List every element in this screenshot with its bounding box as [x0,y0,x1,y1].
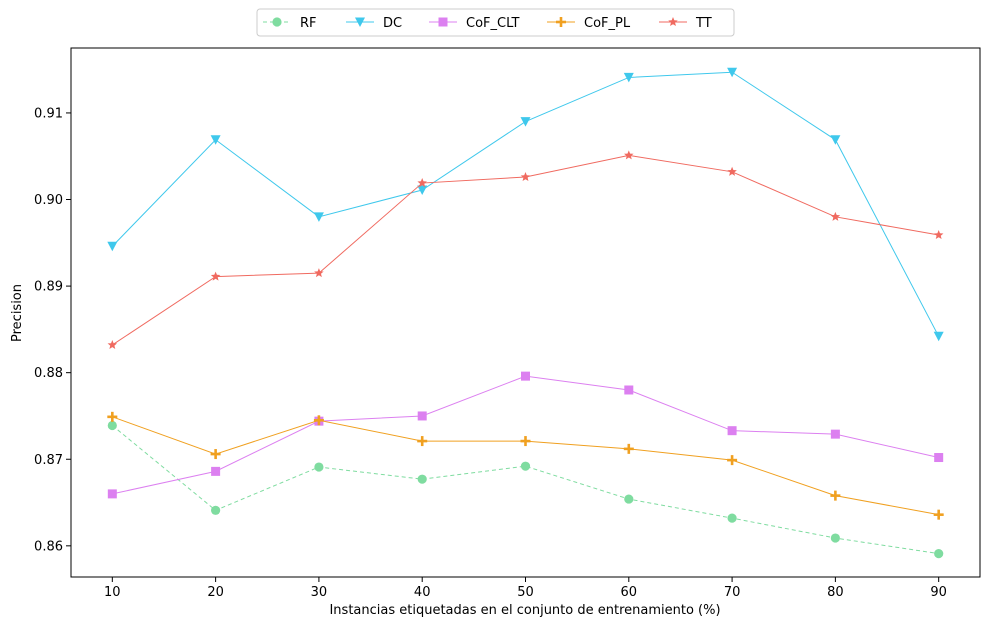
data-point-rf [107,420,117,431]
legend: RF DC CoF_CLT CoF_PL TT [256,8,735,37]
x-tick-label: 10 [104,585,121,600]
data-point-tt [417,178,427,188]
legend-item-cof-clt: CoF_CLT [429,16,520,31]
series-cof-clt [107,371,944,499]
series-dc [107,67,944,342]
data-point-cof-clt [521,371,530,381]
legend-marker-cof-pl [556,17,566,27]
legend-marker-tt [668,17,678,27]
legend-marker-dc [355,17,365,27]
data-point-rf [314,462,324,472]
data-point-cof-pl [107,411,118,422]
data-point-tt [314,268,324,278]
data-point-cof-pl [623,443,634,454]
y-tick-label: 0.90 [34,193,63,208]
x-tick-label: 60 [621,585,638,600]
data-point-tt [210,271,221,281]
x-axis-label: Instancias etiquetadas en el conjunto de… [329,603,720,618]
data-point-tt [727,166,737,176]
data-point-tt [933,230,944,240]
data-point-tt [624,150,634,160]
y-tick-label: 0.87 [34,453,63,468]
legend-label-dc: DC [383,16,402,31]
data-point-rf [520,461,531,471]
y-tick-label: 0.91 [34,106,63,121]
legend-marker-rf [272,17,282,27]
series-line-cof-clt [112,375,939,495]
legend-label-rf: RF [300,16,317,31]
data-point-rf [417,474,427,484]
data-point-cof-clt [211,466,221,476]
data-point-dc [417,185,428,195]
legend-marker-cof-clt [438,17,448,27]
x-tick-label: 90 [930,585,947,600]
data-point-cof-clt [727,426,737,436]
data-point-dc [520,117,531,127]
data-point-tt [830,211,841,221]
data-point-rf [727,513,737,523]
data-point-dc [210,135,221,145]
series-rf [107,420,944,559]
data-point-cof-pl [830,490,841,501]
data-point-cof-pl [210,449,221,460]
data-point-dc [623,72,634,83]
legend-item-tt: TT [659,16,712,31]
data-point-cof-clt [417,411,427,421]
data-point-rf [934,549,944,559]
legend-item-rf: RF [263,16,317,31]
data-point-tt [520,172,531,182]
legend-item-cof-pl: CoF_PL [547,16,631,31]
data-point-cof-clt [107,489,117,499]
data-point-cof-clt [830,429,840,439]
data-point-dc [313,212,324,222]
data-point-cof-clt [934,453,944,463]
legend-label-tt: TT [695,16,712,31]
y-axis-label: Precision [10,284,25,342]
data-point-dc [107,241,118,252]
x-tick-label: 70 [724,585,741,600]
series-line-dc [111,71,940,337]
x-tick-label: 80 [827,585,844,600]
series-line-rf [112,425,939,555]
legend-item-dc: DC [346,16,402,31]
data-point-cof-pl [933,509,944,520]
y-axis-ticks: 0.86 0.87 0.88 0.89 0.90 0.91 [34,106,71,554]
data-point-dc [727,67,738,78]
legend-label-cof-clt: CoF_CLT [466,16,520,31]
x-tick-label: 30 [311,585,328,600]
series-tt [107,150,944,350]
x-axis-ticks: 10 20 30 40 50 60 70 80 90 [104,577,947,600]
legend-frame [256,8,735,37]
data-point-dc [830,135,841,145]
data-point-cof-pl [520,436,531,447]
data-point-dc [933,331,944,342]
data-point-rf [830,533,840,543]
y-tick-label: 0.89 [34,280,63,295]
series-layer [107,67,944,559]
series-line-tt [112,154,939,346]
legend-label-cof-pl: CoF_PL [584,16,631,31]
x-tick-label: 50 [517,585,534,600]
series-cof-pl [107,411,944,520]
x-tick-label: 40 [414,585,431,600]
data-point-cof-pl [313,415,324,426]
y-tick-label: 0.88 [34,366,63,381]
data-point-rf [624,494,634,504]
data-point-cof-clt [624,385,634,395]
data-point-cof-pl [417,436,428,447]
y-tick-label: 0.86 [34,539,63,554]
data-point-tt [107,339,118,350]
data-point-cof-pl [727,455,738,466]
x-tick-label: 20 [207,585,224,600]
data-point-rf [211,505,221,515]
